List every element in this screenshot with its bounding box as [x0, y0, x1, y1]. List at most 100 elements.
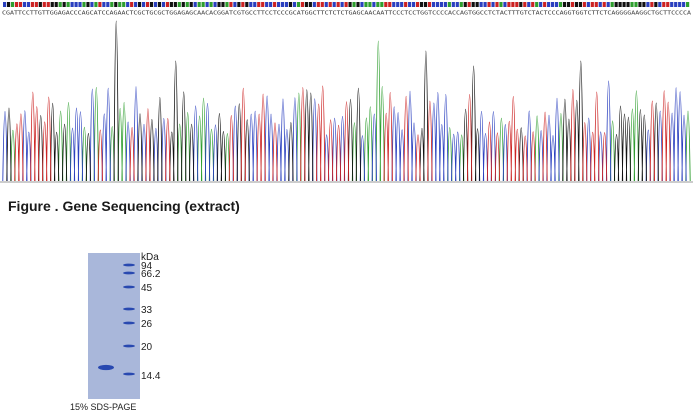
base-call-marker — [288, 2, 293, 7]
base-call-marker — [10, 2, 15, 7]
base-call-marker — [380, 2, 384, 7]
base-call-marker — [145, 2, 150, 7]
base-call-marker — [376, 2, 380, 7]
base-call-marker — [364, 2, 368, 7]
base-call-marker — [130, 2, 134, 7]
base-call-marker — [245, 2, 249, 7]
base-call-marker — [439, 2, 443, 7]
base-call-marker — [62, 2, 66, 7]
base-call-marker — [388, 2, 392, 7]
base-call-marker — [511, 2, 515, 7]
base-call-marker — [284, 2, 289, 7]
base-call-marker — [570, 2, 575, 7]
kda-unit-label: kDa — [141, 252, 159, 263]
ladder-band — [123, 307, 135, 311]
base-call-marker — [554, 2, 559, 7]
figure-caption: Figure . Gene Sequencing (extract) — [8, 198, 240, 214]
base-call-marker — [134, 2, 138, 7]
base-call-marker — [58, 2, 62, 7]
base-call-marker — [654, 2, 658, 7]
base-call-marker — [6, 2, 11, 7]
base-call-marker — [225, 2, 229, 7]
base-call-marker — [22, 2, 27, 7]
base-call-marker — [503, 2, 507, 7]
base-call-marker — [459, 2, 463, 7]
base-call-marker — [300, 2, 304, 7]
base-call-marker — [400, 2, 404, 7]
base-call-marker — [308, 2, 312, 7]
base-call-marker — [42, 2, 46, 7]
base-call-marker — [451, 2, 455, 7]
marker-label-45: 45 — [141, 283, 153, 294]
base-call-marker — [161, 2, 166, 7]
marker-label-26: 26 — [141, 319, 153, 330]
base-call-marker — [682, 2, 686, 7]
base-call-marker — [328, 2, 332, 7]
base-call-marker — [312, 2, 316, 7]
base-call-marker — [582, 2, 586, 7]
base-call-marker — [34, 2, 38, 7]
base-call-marker — [515, 2, 519, 7]
base-call-marker — [463, 2, 467, 7]
base-call-marker — [261, 2, 265, 7]
base-call-marker — [360, 2, 364, 7]
base-call-marker — [638, 2, 642, 7]
base-call-marker — [658, 2, 662, 7]
ladder-band — [123, 263, 135, 267]
sequencing-chromatogram: CGATTCCTTGTTGGAGACCCAGCATCCAGAACTCGCTGCG… — [0, 2, 693, 183]
base-call-marker — [384, 2, 388, 7]
base-call-marker — [74, 2, 78, 7]
base-call-marker — [499, 2, 503, 7]
base-call-marker — [566, 2, 571, 7]
base-call-marker — [614, 2, 618, 7]
base-call-marker — [610, 2, 614, 7]
base-call-marker — [221, 2, 225, 7]
base-call-marker — [277, 2, 281, 7]
base-call-marker — [177, 2, 181, 7]
base-call-marker — [30, 2, 34, 7]
base-call-marker — [153, 2, 158, 7]
base-call-marker — [169, 2, 173, 7]
base-call-marker — [185, 2, 189, 7]
base-call-marker — [634, 2, 638, 7]
trace-t — [14, 85, 671, 182]
base-call-marker — [408, 2, 412, 7]
base-call-marker — [352, 2, 356, 7]
base-call-marker — [535, 2, 539, 7]
base-call-marker — [296, 2, 301, 7]
base-call-marker — [404, 2, 408, 7]
base-call-marker — [78, 2, 82, 7]
base-call-marker — [602, 2, 606, 7]
base-call-marker — [423, 2, 428, 7]
base-call-marker — [670, 2, 674, 7]
base-call-marker — [14, 2, 19, 7]
base-call-marker — [138, 2, 142, 7]
base-call-marker — [427, 2, 432, 7]
base-call-marker — [547, 2, 551, 7]
base-call-marker — [431, 2, 436, 7]
base-call-marker — [662, 2, 666, 7]
ladder-band — [123, 321, 135, 325]
base-call-marker — [531, 2, 535, 7]
base-call-marker — [26, 2, 30, 7]
base-call-marker — [686, 2, 690, 7]
marker-label-14: 14.4 — [141, 371, 161, 382]
gel-caption: 15% SDS-PAGE — [70, 402, 136, 412]
base-call-marker — [475, 2, 479, 7]
base-call-marker — [122, 2, 126, 7]
ladder-band — [123, 285, 135, 289]
base-call-marker — [618, 2, 622, 7]
sds-page-gel-figure: kDa 94 66.2 45 33 26 20 14.4 15% SDS-PAG… — [70, 252, 161, 412]
base-call-marker — [233, 2, 237, 7]
base-call-marker — [213, 2, 217, 7]
base-call-marker — [126, 2, 130, 7]
base-call-marker — [249, 2, 253, 7]
base-call-marker — [483, 2, 487, 7]
base-call-marker — [467, 2, 471, 7]
base-call-marker — [523, 2, 527, 7]
base-call-marker — [280, 2, 285, 7]
base-call-marker — [114, 2, 118, 7]
base-call-marker — [551, 2, 555, 7]
base-call-marker — [543, 2, 547, 7]
base-call-marker — [229, 2, 233, 7]
